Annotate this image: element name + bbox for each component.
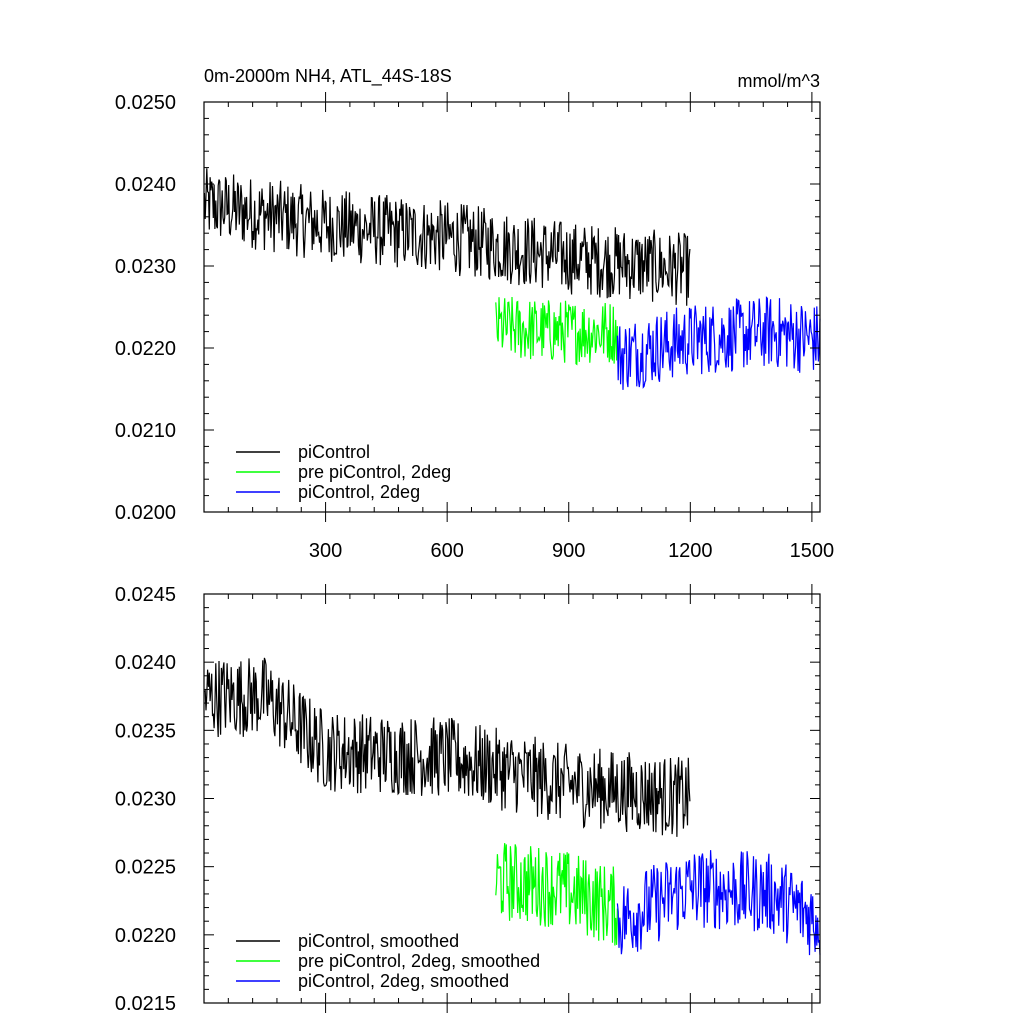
x-tick-label: 1500	[790, 540, 835, 562]
bottom-series-layer	[203, 657, 821, 956]
y-tick-label: 0.0230	[115, 256, 176, 278]
legend-label: piControl	[298, 442, 370, 462]
series-line-0-0	[203, 168, 691, 306]
y-tick-label: 0.0240	[115, 652, 176, 674]
x-tick-label: 1200	[668, 540, 713, 562]
top-panel: 0.0200 0.0210 0.0220 0.0230 0.0240 0.0250 300 6…	[115, 92, 834, 562]
y-tick-label: 0.0215	[115, 993, 176, 1015]
top-series-layer	[203, 168, 821, 390]
y-tick-label: 0.0230	[115, 789, 176, 811]
y-tick-label: 0.0225	[115, 857, 176, 879]
series-line-1-0	[203, 657, 691, 837]
top-axes: 0.0200 0.0210 0.0220 0.0230 0.0240 0.0250 300 6…	[115, 92, 834, 562]
plot-frame	[203, 593, 821, 1004]
legend-label: piControl, 2deg	[298, 482, 420, 502]
x-tick-label: 600	[430, 540, 463, 562]
y-tick-label: 0.0245	[115, 584, 176, 606]
y-tick-label: 0.0240	[115, 174, 176, 196]
y-tick-label: 0.0235	[115, 720, 176, 742]
plot-frame	[203, 101, 821, 513]
legend-label: piControl, 2deg, smoothed	[298, 971, 509, 991]
bottom-panel: 0.0215 0.0220 0.0225 0.0230 0.0235 0.0240 0.02…	[115, 584, 821, 1015]
y-tick-label: 0.0200	[115, 502, 176, 524]
series-line-1-2	[616, 850, 821, 956]
series-line-0-1	[495, 296, 618, 366]
units-label: mmol/m^3	[738, 71, 820, 91]
series-line-0-2	[616, 296, 821, 390]
y-tick-label: 0.0220	[115, 925, 176, 947]
series-line-1-1	[495, 843, 618, 946]
x-tick-label: 300	[309, 540, 342, 562]
y-tick-label: 0.0250	[115, 92, 176, 114]
chart-title: 0m-2000m NH4, ATL_44S-18S	[204, 66, 452, 87]
legend-label: pre piControl, 2deg, smoothed	[298, 951, 540, 971]
legend-label: piControl, smoothed	[298, 931, 459, 951]
legend-label: pre piControl, 2deg	[298, 462, 451, 482]
y-tick-label: 0.0220	[115, 338, 176, 360]
bottom-axes: 0.0215 0.0220 0.0225 0.0230 0.0235 0.0240 0.02…	[115, 584, 821, 1015]
x-tick-label: 900	[552, 540, 585, 562]
y-tick-label: 0.0210	[115, 420, 176, 442]
